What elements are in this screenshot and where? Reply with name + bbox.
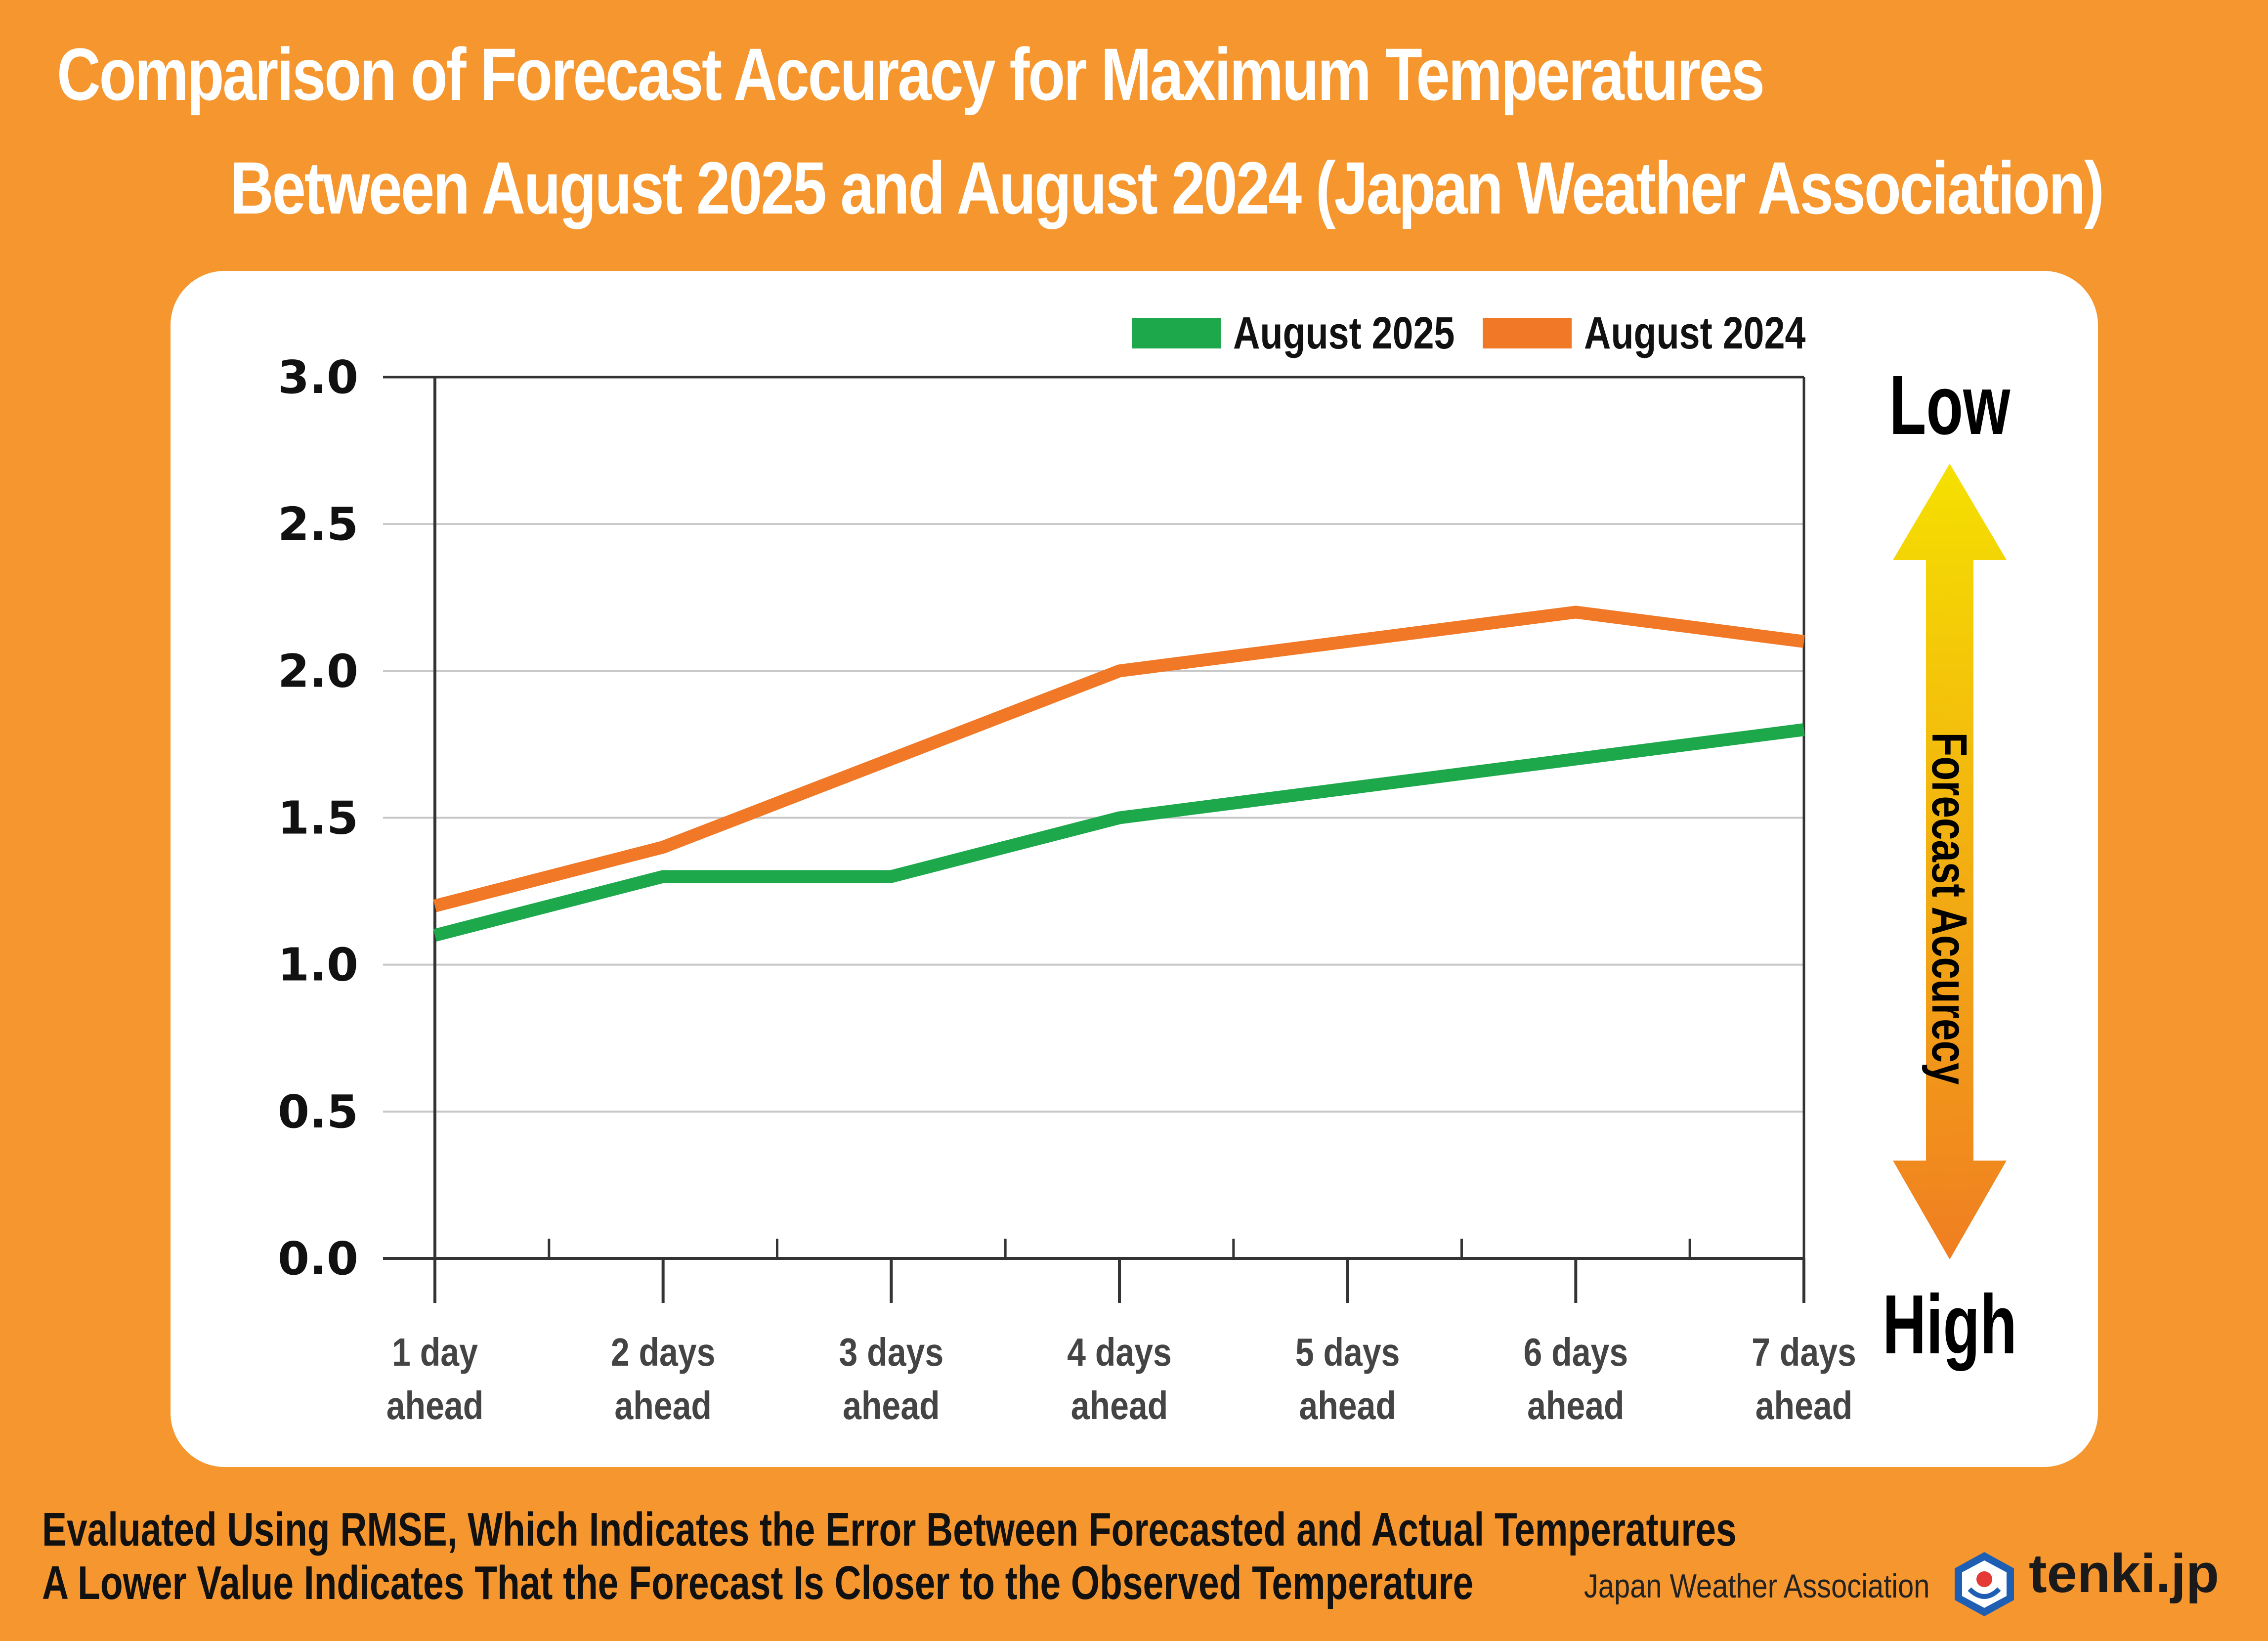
title-line-1: Comparison of Forecast Accuracy for Maxi… xyxy=(57,33,1765,116)
chart-panel: 3.0 2.5 2.0 1.5 1.0 0.5 0.0 1 day ahead 2 days ahe… xyxy=(171,271,2098,1467)
accuracy-double-arrow-icon xyxy=(1893,464,2007,1259)
legend-swatch xyxy=(1483,318,1572,348)
line-chart: 3.0 2.5 2.0 1.5 1.0 0.5 0.0 1 day ahead 2 days ahe… xyxy=(278,307,2017,1427)
x-tick-label: 2 days ahead xyxy=(611,1330,716,1427)
accuracy-high-label: High xyxy=(1883,1278,2017,1371)
x-tick-label: 4 days ahead xyxy=(1067,1330,1172,1427)
legend-swatch xyxy=(1132,318,1221,348)
accuracy-low-label: Low xyxy=(1889,358,2011,452)
legend-label: August 2024 xyxy=(1584,307,1806,358)
note-rmse: Evaluated Using RMSE, Which Indicates th… xyxy=(42,1503,1737,1556)
series-line-august-2024 xyxy=(433,605,1805,912)
x-tick-label: 1 day ahead xyxy=(386,1330,484,1427)
x-tick-label: 3 days ahead xyxy=(839,1330,943,1427)
y-tick-label: 2.0 xyxy=(278,645,358,697)
brand-name: tenki.jp xyxy=(2029,1543,2220,1604)
note-lower-value: A Lower Value Indicates That the Forecas… xyxy=(42,1556,1474,1609)
y-tick-label: 0.5 xyxy=(278,1085,358,1138)
y-tick-label: 1.5 xyxy=(278,792,358,845)
legend-label: August 2025 xyxy=(1233,307,1455,358)
accuracy-axis-label: Forecast Accurecy xyxy=(1922,733,1977,1085)
x-tick-label: 5 days ahead xyxy=(1295,1330,1400,1427)
organization-name: Japan Weather Association xyxy=(1584,1567,1930,1605)
y-tick-label: 0.0 xyxy=(278,1232,358,1285)
title-line-2: Between August 2025 and August 2024 (Jap… xyxy=(230,146,2104,229)
y-tick-label: 3.0 xyxy=(278,351,358,404)
y-tick-label: 2.5 xyxy=(278,498,358,551)
series-line-august-2025 xyxy=(433,723,1805,942)
y-tick-label: 1.0 xyxy=(278,939,358,992)
x-tick-label: 7 days ahead xyxy=(1752,1330,1856,1427)
x-tick-label: 6 days ahead xyxy=(1523,1330,1628,1427)
tenki-logo-icon xyxy=(1955,1552,2014,1616)
